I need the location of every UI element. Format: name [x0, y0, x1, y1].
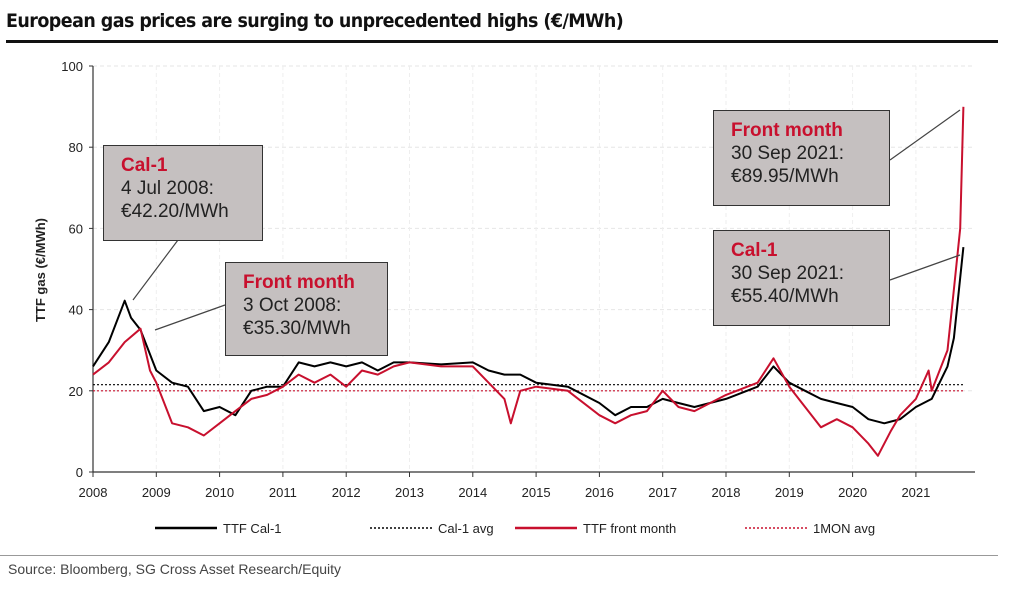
annotation-value: €55.40/MWh [731, 286, 839, 307]
series-line-ttf-cal-1 [92, 246, 965, 425]
x-tick-label: 2016 [585, 485, 614, 500]
y-tick-label: 40 [69, 303, 83, 318]
y-tick-label: 0 [76, 465, 83, 480]
annotation-date: 4 Jul 2008: [121, 178, 214, 199]
y-tick-label: 100 [61, 59, 83, 74]
x-tick-label: 2012 [332, 485, 361, 500]
annotation-value: €89.95/MWh [731, 166, 839, 187]
legend-label: TTF Cal-1 [223, 521, 282, 536]
annotation-leader-line [132, 239, 179, 301]
annotation-heading: Cal-1 [121, 155, 168, 176]
x-tick-label: 2020 [838, 485, 867, 500]
legend-label: 1MON avg [813, 521, 875, 536]
annotation-cal1-2021: Cal-1 30 Sep 2021: €55.40/MWh [713, 230, 890, 326]
x-tick-label: 2010 [205, 485, 234, 500]
x-tick-label: 2008 [79, 485, 108, 500]
y-axis-label: TTF gas (€/MWh) [33, 218, 48, 322]
annotation-leader-line [154, 304, 226, 331]
x-tick-label: 2011 [269, 485, 297, 500]
annotation-date: 30 Sep 2021: [731, 263, 845, 284]
chart-title: European gas prices are surging to unpre… [6, 10, 624, 32]
series-line-ttf-front-month [92, 106, 965, 457]
x-tick-label: 2013 [395, 485, 424, 500]
legend-label: TTF front month [583, 521, 676, 536]
annotation-leader-line [889, 109, 961, 161]
annotation-date: 3 Oct 2008: [243, 295, 342, 316]
annotation-value: €42.20/MWh [121, 201, 229, 222]
annotation-heading: Front month [243, 272, 355, 293]
x-tick-label: 2014 [458, 485, 487, 500]
chart: 0 20 40 60 80 100 2008 2009 2010 2011 2012 2013 2014… [33, 59, 975, 536]
source-note: Source: Bloomberg, SG Cross Asset Resear… [8, 561, 342, 577]
x-tick-label: 2021 [901, 485, 930, 500]
annotation-front-month-2021: Front month 30 Sep 2021: €89.95/MWh [713, 110, 890, 206]
x-tick-label: 2015 [522, 485, 551, 500]
x-tick-label: 2009 [142, 485, 171, 500]
y-tick-label: 60 [69, 221, 83, 236]
x-tick-label: 2017 [648, 485, 677, 500]
annotation-front-month-2008: Front month 3 Oct 2008: €35.30/MWh [225, 262, 388, 356]
annotation-heading: Front month [731, 120, 843, 141]
annotation-leader-line [889, 254, 961, 281]
annotation-cal1-2008: Cal-1 4 Jul 2008: €42.20/MWh [103, 145, 263, 241]
annotation-date: 30 Sep 2021: [731, 143, 845, 164]
annotation-heading: Cal-1 [731, 240, 778, 261]
x-tick-label: 2019 [775, 485, 804, 500]
annotation-value: €35.30/MWh [243, 318, 351, 339]
title-divider [6, 40, 998, 43]
y-tick-label: 20 [69, 384, 83, 399]
legend-label: Cal-1 avg [438, 521, 494, 536]
source-divider [0, 555, 998, 556]
x-tick-label: 2018 [712, 485, 741, 500]
y-tick-label: 80 [69, 140, 83, 155]
